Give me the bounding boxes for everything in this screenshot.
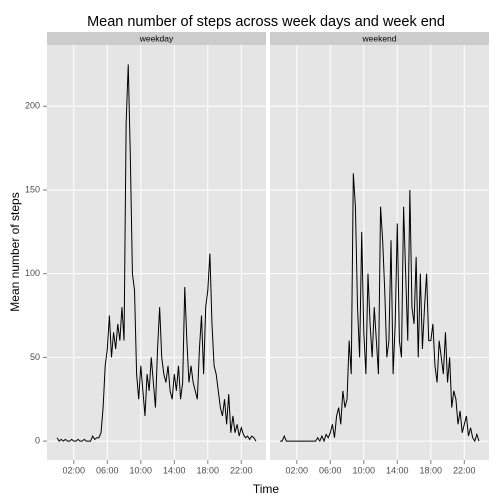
x-tick-label: 10:00 xyxy=(130,465,153,475)
x-tick-label: 18:00 xyxy=(197,465,220,475)
x-tick-label: 14:00 xyxy=(386,465,409,475)
strip-label: weekday xyxy=(139,33,174,43)
y-tick-label: 0 xyxy=(35,435,40,445)
chart-title: Mean number of steps across week days an… xyxy=(87,14,445,30)
strip-background xyxy=(47,32,266,45)
y-tick-label: 150 xyxy=(25,184,40,194)
y-tick-label: 50 xyxy=(30,352,40,362)
x-tick-label: 06:00 xyxy=(96,465,119,475)
strip-label: weekend xyxy=(361,33,396,43)
x-tick-label: 22:00 xyxy=(230,465,253,475)
x-tick-label: 02:00 xyxy=(63,465,86,475)
strip-background xyxy=(270,32,489,45)
data-line xyxy=(280,173,480,443)
y-axis-label: Mean number of steps xyxy=(8,192,22,311)
data-line xyxy=(56,64,257,442)
y-tick-label: 200 xyxy=(25,101,40,111)
x-axis-label: Time xyxy=(253,482,280,496)
panel-background xyxy=(47,45,266,460)
x-tick-label: 18:00 xyxy=(420,465,443,475)
x-tick-label: 06:00 xyxy=(319,465,342,475)
x-tick-label: 22:00 xyxy=(453,465,476,475)
x-tick-label: 02:00 xyxy=(286,465,309,475)
x-tick-label: 10:00 xyxy=(353,465,376,475)
x-tick-label: 14:00 xyxy=(163,465,186,475)
y-tick-label: 100 xyxy=(25,268,40,278)
